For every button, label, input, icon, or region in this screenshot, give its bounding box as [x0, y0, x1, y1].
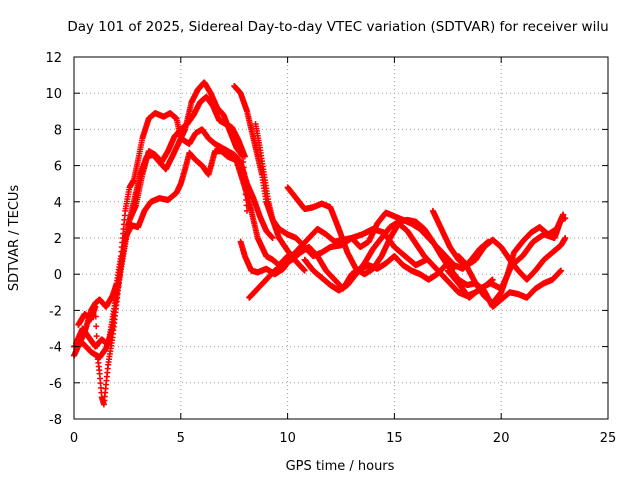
- data-point: [92, 313, 99, 320]
- data-series-layer: [71, 79, 569, 408]
- data-point: [93, 333, 100, 340]
- data-point: [93, 323, 100, 330]
- data-point: [92, 303, 99, 310]
- data-point: [94, 342, 101, 349]
